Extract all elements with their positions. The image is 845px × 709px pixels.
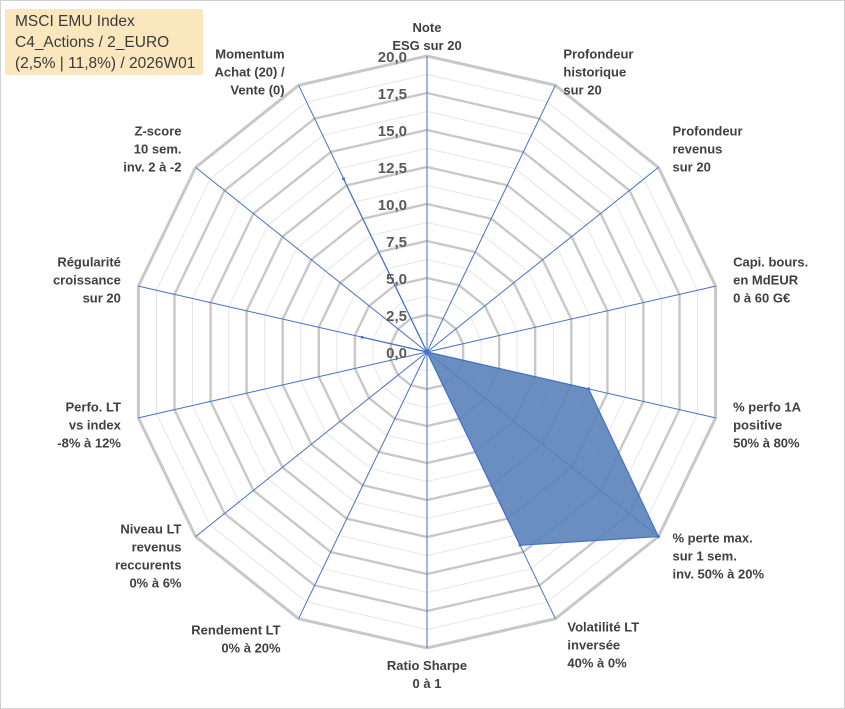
axis-label-line: positive	[733, 418, 782, 433]
axis-label-line: sur 20	[83, 291, 121, 306]
axis-label-line: Vente (0)	[230, 82, 284, 97]
axis-label-line: % perfo 1A	[733, 400, 802, 415]
axis-label-line: inversée	[567, 638, 620, 653]
axis-label: % perte max. sur 1 sem. inv. 50% à 20%	[673, 530, 765, 581]
data-point	[425, 350, 429, 354]
axis-label-line: sur 20	[673, 160, 711, 175]
axis-label-line: Capi. bours.	[733, 255, 808, 270]
axis-spoke	[195, 167, 428, 353]
axis-label: Ratio Sharpe 0 à 1	[387, 658, 467, 691]
axis-label-line: revenus	[673, 142, 723, 157]
axis-label-line: Momentum	[215, 46, 284, 61]
axis-spoke	[426, 85, 556, 353]
axis-label-line: Volatilité LT	[567, 620, 639, 635]
chart-title-line-2: C4_Actions / 2_EURO	[15, 34, 170, 51]
data-point	[656, 535, 660, 539]
axis-label-line: Niveau LT	[120, 521, 181, 536]
axis-label-line: sur 20	[563, 82, 601, 97]
axis-label-line: croissance	[53, 273, 121, 288]
axis-spoke	[426, 167, 659, 353]
axis-label-line: 50% à 80%	[733, 436, 800, 451]
axis-spoke	[138, 351, 428, 419]
axis-label: Profondeur revenus sur 20	[673, 124, 743, 175]
axis-label-line: % perte max.	[673, 530, 753, 545]
axis-label-line: 0 à 60 G€	[733, 291, 790, 306]
axis-label-line: historique	[563, 64, 626, 79]
tick-label: 0,0	[386, 345, 407, 362]
tick-label: 5,0	[386, 271, 407, 288]
axis-label-line: en MdEUR	[733, 273, 799, 288]
axis-label: Capi. bours. en MdEUR 0 à 60 G€	[733, 255, 808, 306]
tick-label: 7,5	[386, 234, 407, 251]
axis-label-line: sur 1 sem.	[673, 548, 737, 563]
radial-ticks: 0,0 2,5 5,0 7,5 10,0 12,5 15,0 17,5 20,0	[378, 49, 407, 362]
axis-label-line: ESG sur 20	[392, 38, 461, 53]
axis-label-line: inv. 2 à -2	[123, 160, 181, 175]
tick-label: 17,5	[378, 86, 407, 103]
axis-label: % perfo 1A positive 50% à 80%	[733, 400, 802, 451]
axis-label-line: 10 sem.	[134, 142, 182, 157]
axis-label-line: Perfo. LT	[66, 400, 121, 415]
axis-label: Régularité croissance sur 20	[53, 255, 121, 306]
tick-label: 20,0	[378, 49, 407, 66]
axis-label: Note ESG sur 20	[392, 20, 461, 53]
axis-labels: Note ESG sur 20 Profondeur historique sur 20…	[53, 20, 808, 691]
axis-label-line: revenus	[132, 539, 182, 554]
axis-label: Profondeur historique sur 20	[563, 46, 633, 97]
axis-spoke	[298, 351, 428, 619]
axis-label-line: Profondeur	[563, 46, 633, 61]
axis-label-line: reccurents	[115, 557, 181, 572]
chart-title-box: MSCI EMU Index C4_Actions / 2_EURO (2,5%…	[5, 9, 203, 75]
axis-label: Niveau LT revenus reccurents 0% à 6%	[115, 521, 182, 590]
axis-label-line: Note	[413, 20, 442, 35]
tick-label: 10,0	[378, 197, 407, 214]
data-point	[342, 177, 345, 181]
axis-label-line: 0% à 6%	[129, 575, 181, 590]
axis-label-line: 0 à 1	[413, 676, 442, 691]
axis-label-line: Rendement LT	[191, 623, 280, 638]
axis-label-line: Régularité	[57, 255, 121, 270]
chart-title-line-3: (2,5% | 11,8%) / 2026W01	[15, 55, 196, 72]
chart-title-line-1: MSCI EMU Index	[15, 13, 135, 30]
tick-label: 12,5	[378, 160, 407, 177]
axis-label: Momentum Achat (20) / Vente (0)	[215, 46, 285, 97]
axis-label: Rendement LT 0% à 20%	[191, 623, 281, 656]
axis-label-line: vs index	[69, 418, 122, 433]
axis-label-line: inv. 50% à 20%	[673, 566, 765, 581]
axis-label-line: Achat (20) /	[215, 64, 285, 79]
axis-label-line: Profondeur	[673, 124, 743, 139]
axis-label: Z-score 10 sem. inv. 2 à -2	[123, 124, 181, 175]
axis-label: Volatilité LT inversée 40% à 0%	[567, 620, 639, 671]
axis-spoke	[426, 285, 716, 353]
data-point	[360, 335, 364, 339]
radar-series	[342, 177, 660, 547]
axis-spoke	[195, 351, 428, 537]
axis-label-line: -8% à 12%	[57, 436, 121, 451]
axis-label-line: Z-score	[135, 124, 182, 139]
data-point	[518, 543, 522, 547]
axis-label-line: Ratio Sharpe	[387, 658, 467, 673]
tick-label: 2,5	[386, 308, 407, 325]
tick-label: 15,0	[378, 123, 407, 140]
axis-label: Perfo. LT vs index -8% à 12%	[57, 400, 121, 451]
axis-label-line: 40% à 0%	[567, 656, 627, 671]
axis-label-line: 0% à 20%	[221, 641, 281, 656]
data-point	[587, 387, 591, 391]
